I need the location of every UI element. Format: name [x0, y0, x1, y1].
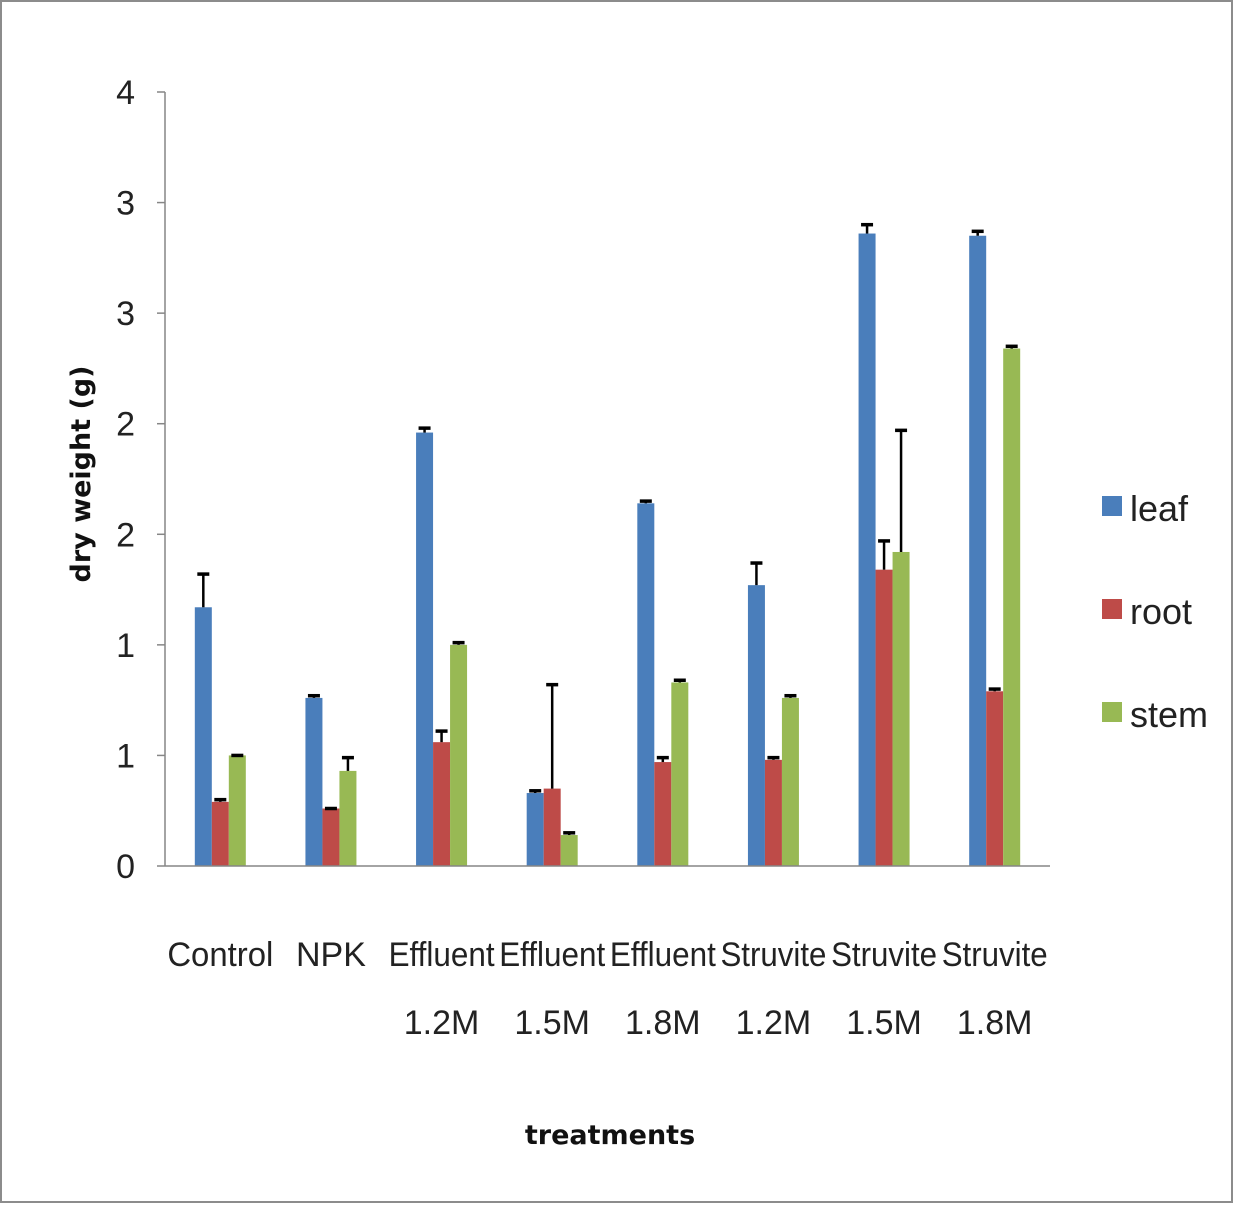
x-category-label: Effluent: [389, 936, 496, 974]
y-tick-label: 2: [116, 516, 135, 554]
bar-stem: [781, 697, 799, 866]
bar-root: [875, 569, 893, 866]
bar-leaf: [194, 607, 212, 866]
bars-layer: [194, 233, 1021, 866]
x-category-label: 1.8M: [957, 1004, 1033, 1042]
x-category-label: 1.5M: [846, 1004, 922, 1042]
bar-stem: [450, 644, 468, 866]
bar-root: [986, 691, 1004, 866]
bar-root: [211, 801, 229, 866]
legend-label-root: root: [1130, 591, 1192, 632]
x-category-label: Struvite: [720, 936, 826, 974]
x-category-label: Struvite: [942, 936, 1048, 974]
bar-root: [433, 742, 451, 866]
x-category-label: Struvite: [831, 936, 937, 974]
y-tick-label: 3: [116, 185, 135, 223]
bar-leaf: [416, 432, 434, 866]
y-axis-title: dry weight (g): [66, 365, 97, 582]
bar-stem: [1003, 348, 1021, 866]
x-category-label: Effluent: [610, 936, 717, 974]
y-tick-label: 4: [116, 74, 135, 112]
x-category-label: 1.2M: [736, 1004, 812, 1042]
x-category-label: Control: [167, 936, 273, 974]
legend-swatch-leaf: [1102, 496, 1122, 516]
bar-stem: [339, 770, 357, 866]
bar-leaf: [526, 793, 544, 866]
bar-leaf: [637, 503, 655, 866]
bar-leaf: [305, 697, 323, 866]
axes-layer: [157, 91, 1050, 867]
bar-root: [322, 808, 340, 866]
bar-root: [543, 788, 561, 866]
bar-stem: [892, 551, 910, 866]
bar-stem: [228, 755, 246, 866]
error-bars-layer: [197, 222, 1018, 836]
x-category-label: 1.8M: [625, 1004, 701, 1042]
x-category-label: NPK: [296, 936, 366, 974]
legend-label-leaf: leaf: [1130, 488, 1189, 529]
y-tick-labels: 0 1 1 2 2 3 3 4: [116, 74, 135, 886]
legend: leaf root stem: [1102, 488, 1208, 735]
x-category-label: Effluent: [499, 936, 606, 974]
x-category-label: 1.2M: [404, 1004, 480, 1042]
legend-swatch-stem: [1102, 702, 1122, 722]
x-axis-title: treatments: [525, 1120, 695, 1151]
bar-root: [764, 759, 782, 866]
y-tick-label: 1: [116, 737, 135, 775]
x-category-labels: Control NPK Effluent 1.2M Effluent 1.5M Efflue…: [167, 936, 1047, 1042]
bar-leaf: [747, 585, 765, 866]
y-tick-label: 2: [116, 406, 135, 444]
x-category-label: 1.5M: [514, 1004, 590, 1042]
y-tick-label: 3: [116, 295, 135, 333]
bar-leaf: [858, 233, 876, 866]
legend-label-stem: stem: [1130, 694, 1208, 735]
legend-swatch-root: [1102, 599, 1122, 619]
y-tick-label: 1: [116, 627, 135, 665]
bar-stem: [560, 835, 578, 866]
y-tick-label: 0: [116, 848, 135, 886]
bar-leaf: [969, 235, 987, 866]
bar-stem: [671, 682, 689, 866]
bar-root: [654, 762, 672, 866]
